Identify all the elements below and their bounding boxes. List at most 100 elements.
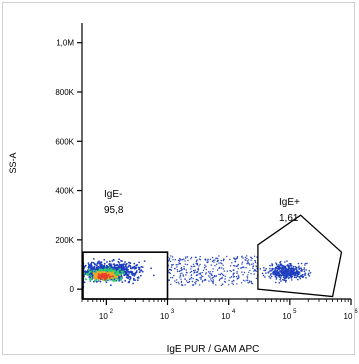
- event-dot: [210, 278, 212, 280]
- event-dot: [99, 274, 102, 277]
- event-dot: [121, 281, 124, 283]
- event-dot: [168, 260, 170, 262]
- event-dot: [191, 284, 194, 286]
- event-dot: [123, 268, 125, 271]
- event-dot: [184, 278, 186, 281]
- event-dot: [128, 280, 131, 283]
- event-dot: [231, 282, 233, 284]
- event-dot: [127, 273, 130, 276]
- event-dot: [221, 273, 224, 276]
- event-dot: [123, 267, 125, 270]
- event-dot: [96, 264, 98, 267]
- event-dot: [218, 273, 220, 275]
- event-dot: [168, 259, 171, 261]
- event-dot: [212, 259, 215, 261]
- event-dot: [230, 270, 232, 273]
- event-dot: [116, 264, 119, 267]
- event-dot: [232, 283, 234, 285]
- event-dot: [89, 276, 92, 279]
- event-dot: [184, 260, 186, 262]
- event-dot: [133, 262, 136, 265]
- event-dot: [246, 277, 249, 279]
- event-dot: [174, 267, 176, 270]
- event-dot: [249, 269, 251, 272]
- event-dot: [246, 257, 248, 260]
- event-dot: [90, 275, 92, 277]
- event-dot: [118, 262, 121, 264]
- event-dot: [179, 276, 181, 278]
- event-dot: [135, 270, 138, 272]
- event-dot: [107, 267, 110, 270]
- event-dot: [96, 267, 99, 270]
- event-dot: [92, 261, 95, 264]
- event-dot: [220, 278, 222, 280]
- event-dot: [177, 264, 179, 266]
- event-dot: [119, 265, 122, 267]
- event-dot: [105, 273, 108, 276]
- event-dot: [114, 270, 117, 273]
- event-dot: [212, 281, 214, 283]
- event-dot: [195, 278, 197, 281]
- event-dot: [87, 262, 90, 264]
- event-dot: [85, 272, 88, 275]
- event-dot: [253, 273, 255, 275]
- event-dot: [126, 271, 128, 273]
- event-dot: [88, 271, 91, 274]
- event-dot: [107, 271, 110, 274]
- event-dot: [212, 282, 214, 285]
- event-dot: [190, 270, 193, 273]
- event-dot: [215, 257, 217, 259]
- event-dot: [170, 255, 172, 257]
- event-dot: [136, 279, 139, 282]
- event-dot: [194, 269, 196, 271]
- event-dot: [150, 267, 153, 270]
- event-dot: [234, 260, 236, 263]
- event-dot: [201, 281, 204, 283]
- event-dot: [247, 261, 249, 264]
- event-dot: [113, 263, 116, 265]
- event-dot: [118, 258, 120, 261]
- event-dot: [190, 274, 193, 276]
- event-dot: [254, 261, 257, 264]
- event-dot: [201, 280, 204, 282]
- event-dot: [99, 280, 102, 283]
- event-dot: [96, 280, 98, 283]
- event-dot: [94, 274, 97, 277]
- event-dot: [89, 270, 92, 273]
- event-dot: [104, 278, 107, 281]
- event-dot: [209, 276, 211, 278]
- event-dot: [190, 268, 192, 270]
- event-dot: [103, 258, 106, 261]
- event-dot: [220, 260, 222, 262]
- event-dot: [207, 258, 209, 260]
- event-dot: [109, 275, 112, 278]
- event-dot: [219, 274, 221, 276]
- event-dot: [141, 270, 144, 273]
- event-dot: [250, 273, 252, 275]
- event-dot: [236, 257, 238, 259]
- event-dot: [123, 263, 126, 265]
- event-dot: [199, 272, 201, 274]
- event-dot: [101, 270, 104, 273]
- event-dot: [197, 280, 199, 282]
- event-dot: [218, 255, 220, 257]
- event-dot: [138, 261, 141, 264]
- event-dot: [132, 282, 135, 285]
- event-dot: [86, 270, 89, 273]
- event-dot: [124, 261, 126, 263]
- event-dot: [97, 276, 100, 279]
- event-dot: [248, 263, 250, 265]
- event-dot: [216, 269, 219, 271]
- event-dot: [182, 275, 184, 277]
- event-dot: [189, 271, 192, 273]
- event-dot: [113, 264, 116, 267]
- event-dot: [127, 275, 130, 277]
- event-dot: [233, 264, 235, 267]
- event-dot: [195, 283, 197, 285]
- event-dot: [89, 278, 91, 281]
- event-dot: [112, 273, 115, 276]
- event-dot: [116, 277, 119, 280]
- event-dot: [242, 257, 244, 259]
- event-dot: [236, 272, 238, 274]
- event-dot: [107, 278, 110, 281]
